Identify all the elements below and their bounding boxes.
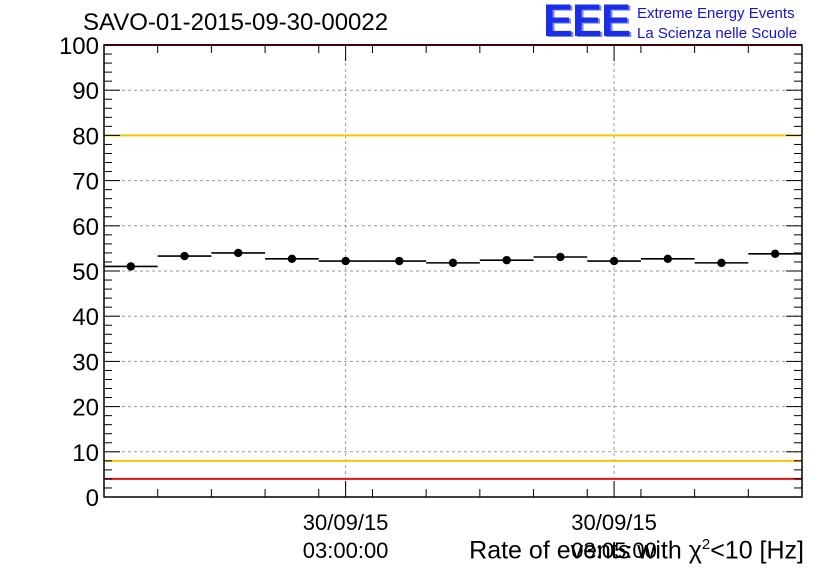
y-tick-labels: 0 10 20 30 40 50 60 70 80 90 100: [59, 33, 99, 512]
x-tick-labels: 30/09/15 03:00:00 30/09/15 03:05:00: [303, 510, 657, 563]
y-tick-label: 40: [72, 304, 99, 331]
data-point: [717, 258, 726, 268]
x-tick-label-date: 30/09/15: [303, 510, 389, 535]
chart-title: SAVO-01-2015-09-30-00022: [83, 9, 389, 36]
data-point: [663, 254, 672, 263]
data-point: [556, 252, 565, 262]
data-point: [609, 256, 619, 266]
y-tick-label: 60: [72, 214, 99, 241]
data-point: [287, 254, 297, 263]
y-tick-label: 30: [72, 349, 99, 376]
eee-logo-mark: EEE: [543, 0, 631, 46]
grid-lines: [104, 45, 802, 497]
y-tick-label: 90: [72, 78, 99, 105]
y-tick-label: 10: [72, 440, 99, 467]
x-tick-label-date: 30/09/15: [571, 510, 657, 535]
data-point: [502, 255, 511, 265]
data-point: [234, 248, 243, 258]
x-tick-label-time: 03:00:00: [303, 538, 389, 563]
logo-title: Extreme Energy Events: [637, 5, 795, 22]
data-point: [395, 256, 404, 266]
y-tick-label: 80: [72, 123, 99, 150]
y-tick-label: 50: [72, 259, 99, 286]
y-tick-label: 70: [72, 169, 99, 196]
y-tick-label: 100: [59, 33, 99, 60]
data-point: [448, 258, 458, 268]
data-point: [341, 256, 350, 266]
data-point: [770, 249, 780, 259]
data-points: [104, 248, 802, 271]
x-axis-title-suffix: <10 [Hz]: [710, 536, 804, 565]
y-tick-label: 20: [72, 395, 99, 422]
tick-marks: [104, 44, 802, 498]
x-tick-label-time: 03:05:00: [571, 538, 657, 563]
eee-logo: EEE Extreme Energy Events La Scienza nel…: [543, 0, 833, 46]
logo-subtitle: La Scienza nelle Scuole: [637, 25, 798, 42]
x-axis-title: Rate of events with χ2<10 [Hz]: [469, 536, 804, 565]
y-tick-label: 0: [86, 485, 99, 512]
data-point: [126, 262, 136, 271]
x-axis-title-main: Rate of events with χ: [469, 536, 702, 565]
x-axis-title-superscript: 2: [701, 536, 711, 553]
data-point: [180, 251, 189, 261]
